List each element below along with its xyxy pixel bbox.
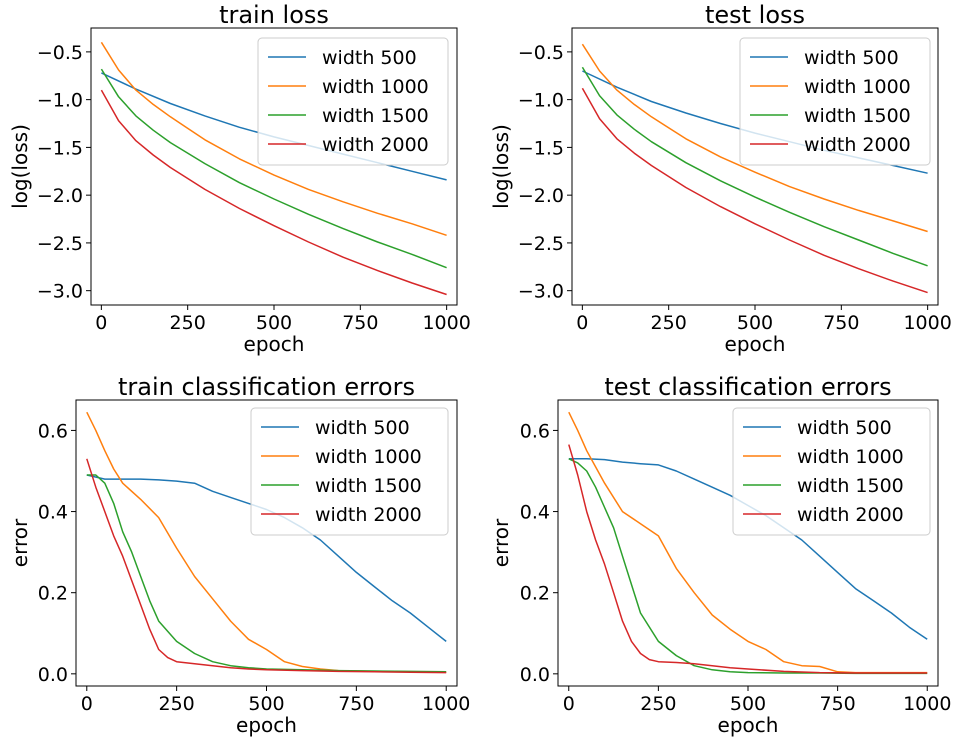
series-line-width-1500 [86, 474, 447, 673]
x-tick-label: 0 [81, 693, 93, 715]
y-tick-label: −2.0 [37, 185, 83, 207]
legend-label: width 1500 [797, 475, 904, 497]
legend: width 500 width 1000 width 1500 width 2000 [732, 407, 931, 536]
x-tick-label: 500 [730, 693, 766, 715]
series-line-width-1000 [581, 43, 928, 233]
y-tick-label: −3.0 [518, 281, 564, 303]
legend-label: width 500 [804, 47, 899, 69]
x-tick-label: 0 [563, 693, 575, 715]
chart-title: test classification errors [604, 373, 891, 401]
x-tick-label: 250 [640, 693, 676, 715]
series-line-width-1000 [568, 411, 928, 674]
y-tick-label: −2.5 [518, 233, 564, 255]
legend-label: width 2000 [797, 504, 904, 526]
y-axis-label: log(loss) [8, 124, 32, 209]
y-tick-label: −2.0 [518, 185, 564, 207]
y-tick-label: 0.6 [38, 420, 68, 442]
x-tick-label: 1000 [422, 693, 470, 715]
x-tick-label: 250 [159, 693, 195, 715]
x-tick-label: 0 [576, 312, 588, 334]
chart-panel-2: 0 250 500 750 1000 0.0 0.2 0.4 0.6 train classifi… [8, 373, 470, 737]
x-tick-label: 500 [256, 312, 292, 334]
legend-label: width 1000 [797, 446, 904, 468]
x-axis-label: epoch [236, 713, 297, 737]
series-line-width-2000 [581, 87, 928, 294]
series-line-width-2000 [100, 89, 447, 296]
x-axis-label: epoch [725, 332, 786, 356]
y-tick-label: 0.2 [38, 583, 68, 605]
y-axis-label: error [489, 518, 513, 567]
y-tick-label: 0.6 [520, 420, 550, 442]
x-tick-label: 500 [248, 693, 284, 715]
series-line-width-2000 [86, 458, 447, 674]
legend-label: width 2000 [804, 134, 911, 156]
chart-title: train classification errors [118, 373, 415, 401]
y-tick-label: −2.5 [37, 233, 83, 255]
legend: width 500 width 1000 width 1500 width 2000 [250, 407, 449, 536]
legend-label: width 500 [315, 417, 410, 439]
y-tick-label: −1.0 [37, 90, 83, 112]
y-tick-label: 0.4 [38, 502, 68, 524]
y-tick-label: 0.2 [520, 583, 550, 605]
x-tick-label: 1000 [422, 312, 470, 334]
x-tick-label: 500 [737, 312, 773, 334]
chart-panel-1: 0 250 500 750 1000 −3.0 −2.5 −2.0 −1.5 −1.0 −0.5 te… [489, 1, 952, 356]
legend-label: width 1000 [804, 76, 911, 98]
series-line-width-1000 [100, 41, 447, 237]
legend: width 500 width 1000 width 1500 width 2000 [257, 37, 449, 166]
x-tick-label: 750 [819, 693, 855, 715]
x-tick-label: 750 [342, 312, 378, 334]
legend-label: width 2000 [315, 504, 422, 526]
x-axis-label: epoch [718, 713, 779, 737]
series-line-width-2000 [568, 444, 928, 674]
legend-box [257, 37, 449, 166]
x-tick-label: 1000 [903, 312, 951, 334]
legend-label: width 1500 [804, 105, 911, 127]
legend-label: width 1500 [315, 475, 422, 497]
chart-title: train loss [219, 1, 329, 29]
legend-box [739, 37, 931, 166]
legend: width 500 width 1000 width 1500 width 2000 [739, 37, 931, 166]
y-tick-label: 0.4 [520, 502, 550, 524]
y-tick-label: −0.5 [37, 42, 83, 64]
series-line-width-1500 [581, 66, 928, 267]
legend-label: width 1000 [322, 76, 429, 98]
legend-box [732, 407, 931, 536]
x-tick-label: 0 [95, 312, 107, 334]
legend-box [250, 407, 449, 536]
legend-label: width 500 [797, 417, 892, 439]
chart-panel-0: 0 250 500 750 1000 −3.0 −2.5 −2.0 −1.5 −1.0 −0.5 tr… [8, 1, 471, 356]
x-tick-label: 750 [338, 693, 374, 715]
y-axis-label: log(loss) [489, 124, 513, 209]
x-tick-label: 1000 [903, 693, 951, 715]
y-tick-label: −1.5 [518, 137, 564, 159]
y-tick-label: −0.5 [518, 42, 564, 64]
y-tick-label: 0.0 [520, 664, 550, 686]
x-axis-label: epoch [244, 332, 305, 356]
x-tick-label: 750 [823, 312, 859, 334]
y-tick-label: −1.0 [518, 90, 564, 112]
legend-label: width 500 [322, 47, 417, 69]
legend-label: width 1000 [315, 446, 422, 468]
chart-title: test loss [705, 1, 805, 29]
legend-label: width 1500 [322, 105, 429, 127]
legend-label: width 2000 [322, 134, 429, 156]
y-tick-label: 0.0 [38, 664, 68, 686]
x-tick-label: 250 [170, 312, 206, 334]
y-tick-label: −1.5 [37, 137, 83, 159]
chart-panel-3: 0 250 500 750 1000 0.0 0.2 0.4 0.6 test classific… [489, 373, 951, 737]
y-tick-label: −3.0 [37, 281, 83, 303]
y-axis-label: error [8, 518, 32, 567]
x-tick-label: 250 [651, 312, 687, 334]
series-line-width-1500 [100, 68, 447, 269]
